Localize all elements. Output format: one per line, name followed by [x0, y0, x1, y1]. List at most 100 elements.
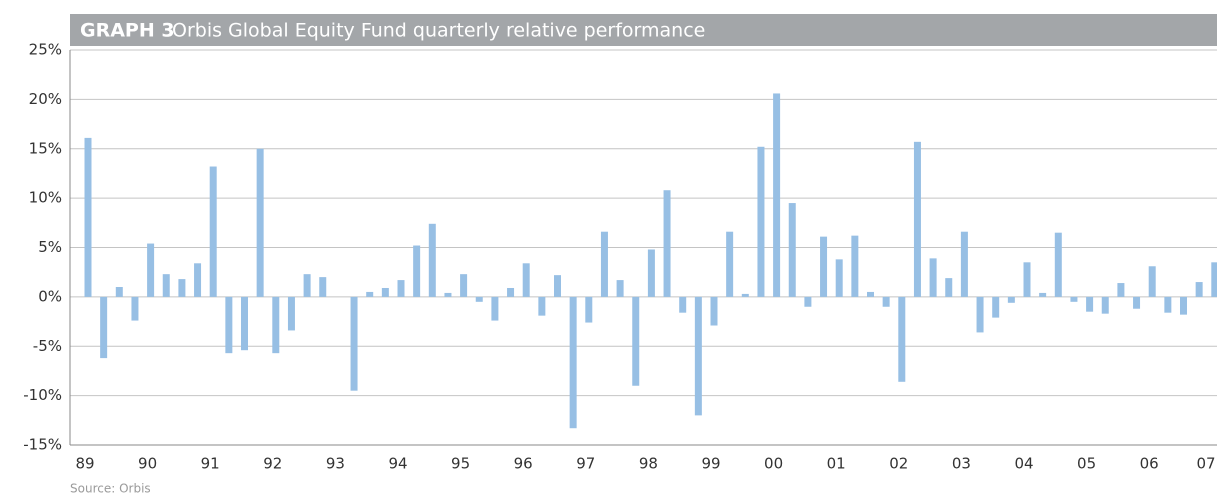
source: Source: Orbis	[70, 482, 151, 496]
bar	[491, 296, 499, 321]
bar	[867, 291, 874, 297]
bar	[225, 296, 233, 354]
bar	[178, 279, 186, 297]
x-tick-label: 90	[138, 455, 157, 473]
bar	[741, 293, 749, 297]
bar	[131, 296, 139, 321]
bar	[554, 275, 561, 297]
bars	[84, 93, 1217, 429]
bar	[381, 287, 389, 297]
bar	[1180, 296, 1187, 315]
bar	[1148, 266, 1156, 297]
bar	[820, 236, 828, 297]
bar	[1195, 282, 1203, 297]
x-tick-label: 92	[263, 455, 282, 473]
y-tick-label: 10%	[29, 189, 62, 207]
x-tick-label: 91	[201, 455, 220, 473]
y-tick-label: 25%	[29, 41, 62, 59]
bar	[428, 223, 436, 297]
bar	[272, 296, 280, 354]
bar	[647, 249, 655, 297]
bar	[444, 292, 452, 297]
bar	[1039, 292, 1047, 297]
bar	[788, 203, 796, 297]
title-banner	[70, 14, 1217, 46]
bar	[413, 245, 421, 297]
bar	[350, 296, 358, 391]
bar	[851, 235, 859, 297]
chart-label: GRAPH 3	[80, 20, 175, 42]
y-tick-label: 15%	[29, 139, 62, 157]
bar	[303, 274, 311, 297]
bar	[538, 296, 546, 316]
bar	[522, 263, 530, 297]
bar	[319, 277, 327, 297]
bar	[898, 296, 906, 382]
x-tick-label: 99	[701, 455, 720, 473]
bar	[882, 296, 890, 307]
bar	[100, 296, 108, 359]
bar	[241, 296, 248, 351]
x-tick-label: 89	[75, 455, 94, 473]
grid	[69, 49, 1217, 446]
bar	[679, 296, 687, 313]
x-tick-label: 06	[1140, 455, 1159, 473]
bar	[1101, 296, 1109, 314]
x-tick-label: 95	[451, 455, 470, 473]
x-tick-label: 04	[1014, 455, 1033, 473]
bar	[1211, 262, 1217, 297]
bar	[929, 258, 937, 297]
bar	[694, 296, 702, 416]
bar	[1133, 296, 1141, 309]
bar	[84, 137, 92, 297]
bar	[569, 296, 577, 429]
bar	[1070, 296, 1078, 302]
y-tick-label: -15%	[23, 436, 62, 454]
y-tick-label: 0%	[38, 287, 62, 305]
bar	[960, 231, 968, 297]
bar	[1086, 296, 1094, 312]
bar	[366, 291, 374, 297]
bar	[773, 93, 781, 297]
bar	[835, 259, 843, 297]
y-tick-label: 5%	[38, 238, 62, 256]
bar	[287, 296, 295, 331]
bar	[397, 280, 405, 297]
bar	[1117, 283, 1125, 297]
bar	[256, 148, 264, 297]
bar	[804, 296, 812, 307]
x-tick-label: 01	[827, 455, 846, 473]
bar	[600, 231, 608, 297]
bar	[507, 287, 515, 297]
bar	[726, 231, 734, 297]
bar	[209, 166, 217, 297]
bar	[663, 190, 671, 297]
x-tick-label: 93	[326, 455, 345, 473]
x-tick-label: 96	[514, 455, 533, 473]
x-tick-label: 05	[1077, 455, 1096, 473]
bar	[710, 296, 718, 326]
x-tick-label: 03	[952, 455, 971, 473]
chart-title: Orbis Global Equity Fund quarterly relat…	[172, 20, 705, 42]
bar	[616, 280, 624, 297]
bar	[585, 296, 593, 323]
y-tick-label: -5%	[33, 337, 62, 355]
bar	[115, 287, 123, 297]
bar	[913, 141, 921, 297]
bar	[147, 243, 155, 297]
y-tick-label: 20%	[29, 90, 62, 108]
x-tick-label: 02	[889, 455, 908, 473]
bar	[162, 274, 170, 297]
bar	[1007, 296, 1015, 303]
x-tick-label: 00	[764, 455, 783, 473]
x-tick-label: 97	[576, 455, 595, 473]
bar	[194, 263, 202, 297]
bar	[945, 278, 953, 297]
x-tick-label: 94	[388, 455, 407, 473]
bar	[976, 296, 984, 333]
bar	[1023, 262, 1031, 297]
y-tick-label: -10%	[23, 386, 62, 404]
bar	[1054, 232, 1062, 297]
bar	[632, 296, 640, 386]
